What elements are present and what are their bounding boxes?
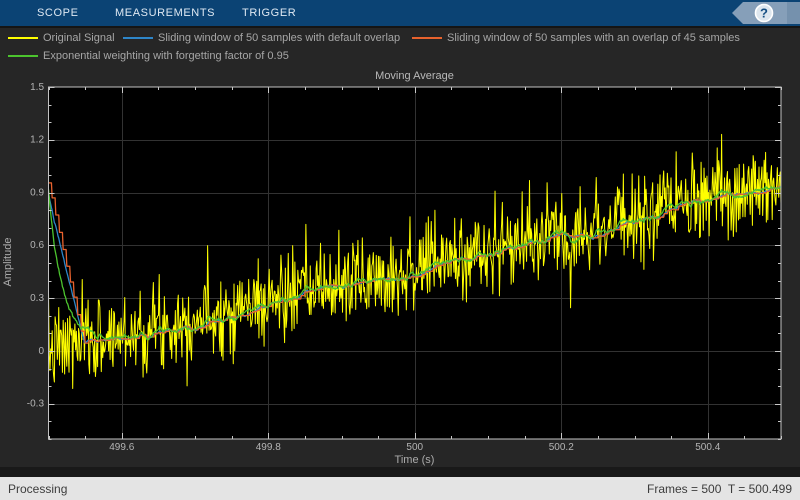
legend-item-sliding-default[interactable]: Sliding window of 50 samples with defaul… (123, 31, 400, 45)
legend-line-yellow (8, 37, 38, 39)
legend-item-exponential[interactable]: Exponential weighting with forgetting fa… (8, 49, 289, 63)
plot-title: Moving Average (375, 70, 454, 82)
scope-figure: Original Signal Sliding window of 50 sam… (0, 26, 800, 467)
legend-label: Exponential weighting with forgetting fa… (43, 50, 289, 62)
help-collapse-band (787, 2, 800, 24)
help-circle (754, 3, 774, 23)
question-mark-icon: ? (760, 6, 768, 21)
help-button[interactable]: ? (732, 1, 800, 25)
statusbar-divider (0, 467, 800, 477)
status-frames-time: Frames = 500 T = 500.499 (647, 481, 792, 496)
y-axis-label: Amplitude (2, 237, 14, 287)
tab-scope[interactable]: SCOPE (37, 7, 79, 19)
legend-line-green (8, 55, 38, 57)
toolstrip-tabbar: SCOPE MEASUREMENTS TRIGGER ? (0, 0, 800, 26)
legend-item-sliding-overlap45[interactable]: Sliding window of 50 samples with an ove… (412, 31, 740, 45)
status-processing: Processing (8, 481, 68, 496)
statusbar: Processing Frames = 500 T = 500.499 (0, 477, 800, 500)
legend-line-blue (123, 37, 153, 39)
legend-item-original-signal[interactable]: Original Signal (8, 31, 115, 45)
legend-line-orange (412, 37, 442, 39)
x-axis-label: Time (s) (394, 454, 435, 466)
tab-trigger[interactable]: TRIGGER (242, 7, 297, 19)
tab-measurements[interactable]: MEASUREMENTS (115, 7, 216, 19)
legend-label: Sliding window of 50 samples with an ove… (447, 32, 740, 44)
legend-label: Sliding window of 50 samples with defaul… (158, 32, 401, 44)
legend-label: Original Signal (43, 32, 115, 44)
scope-display[interactable] (0, 26, 800, 467)
